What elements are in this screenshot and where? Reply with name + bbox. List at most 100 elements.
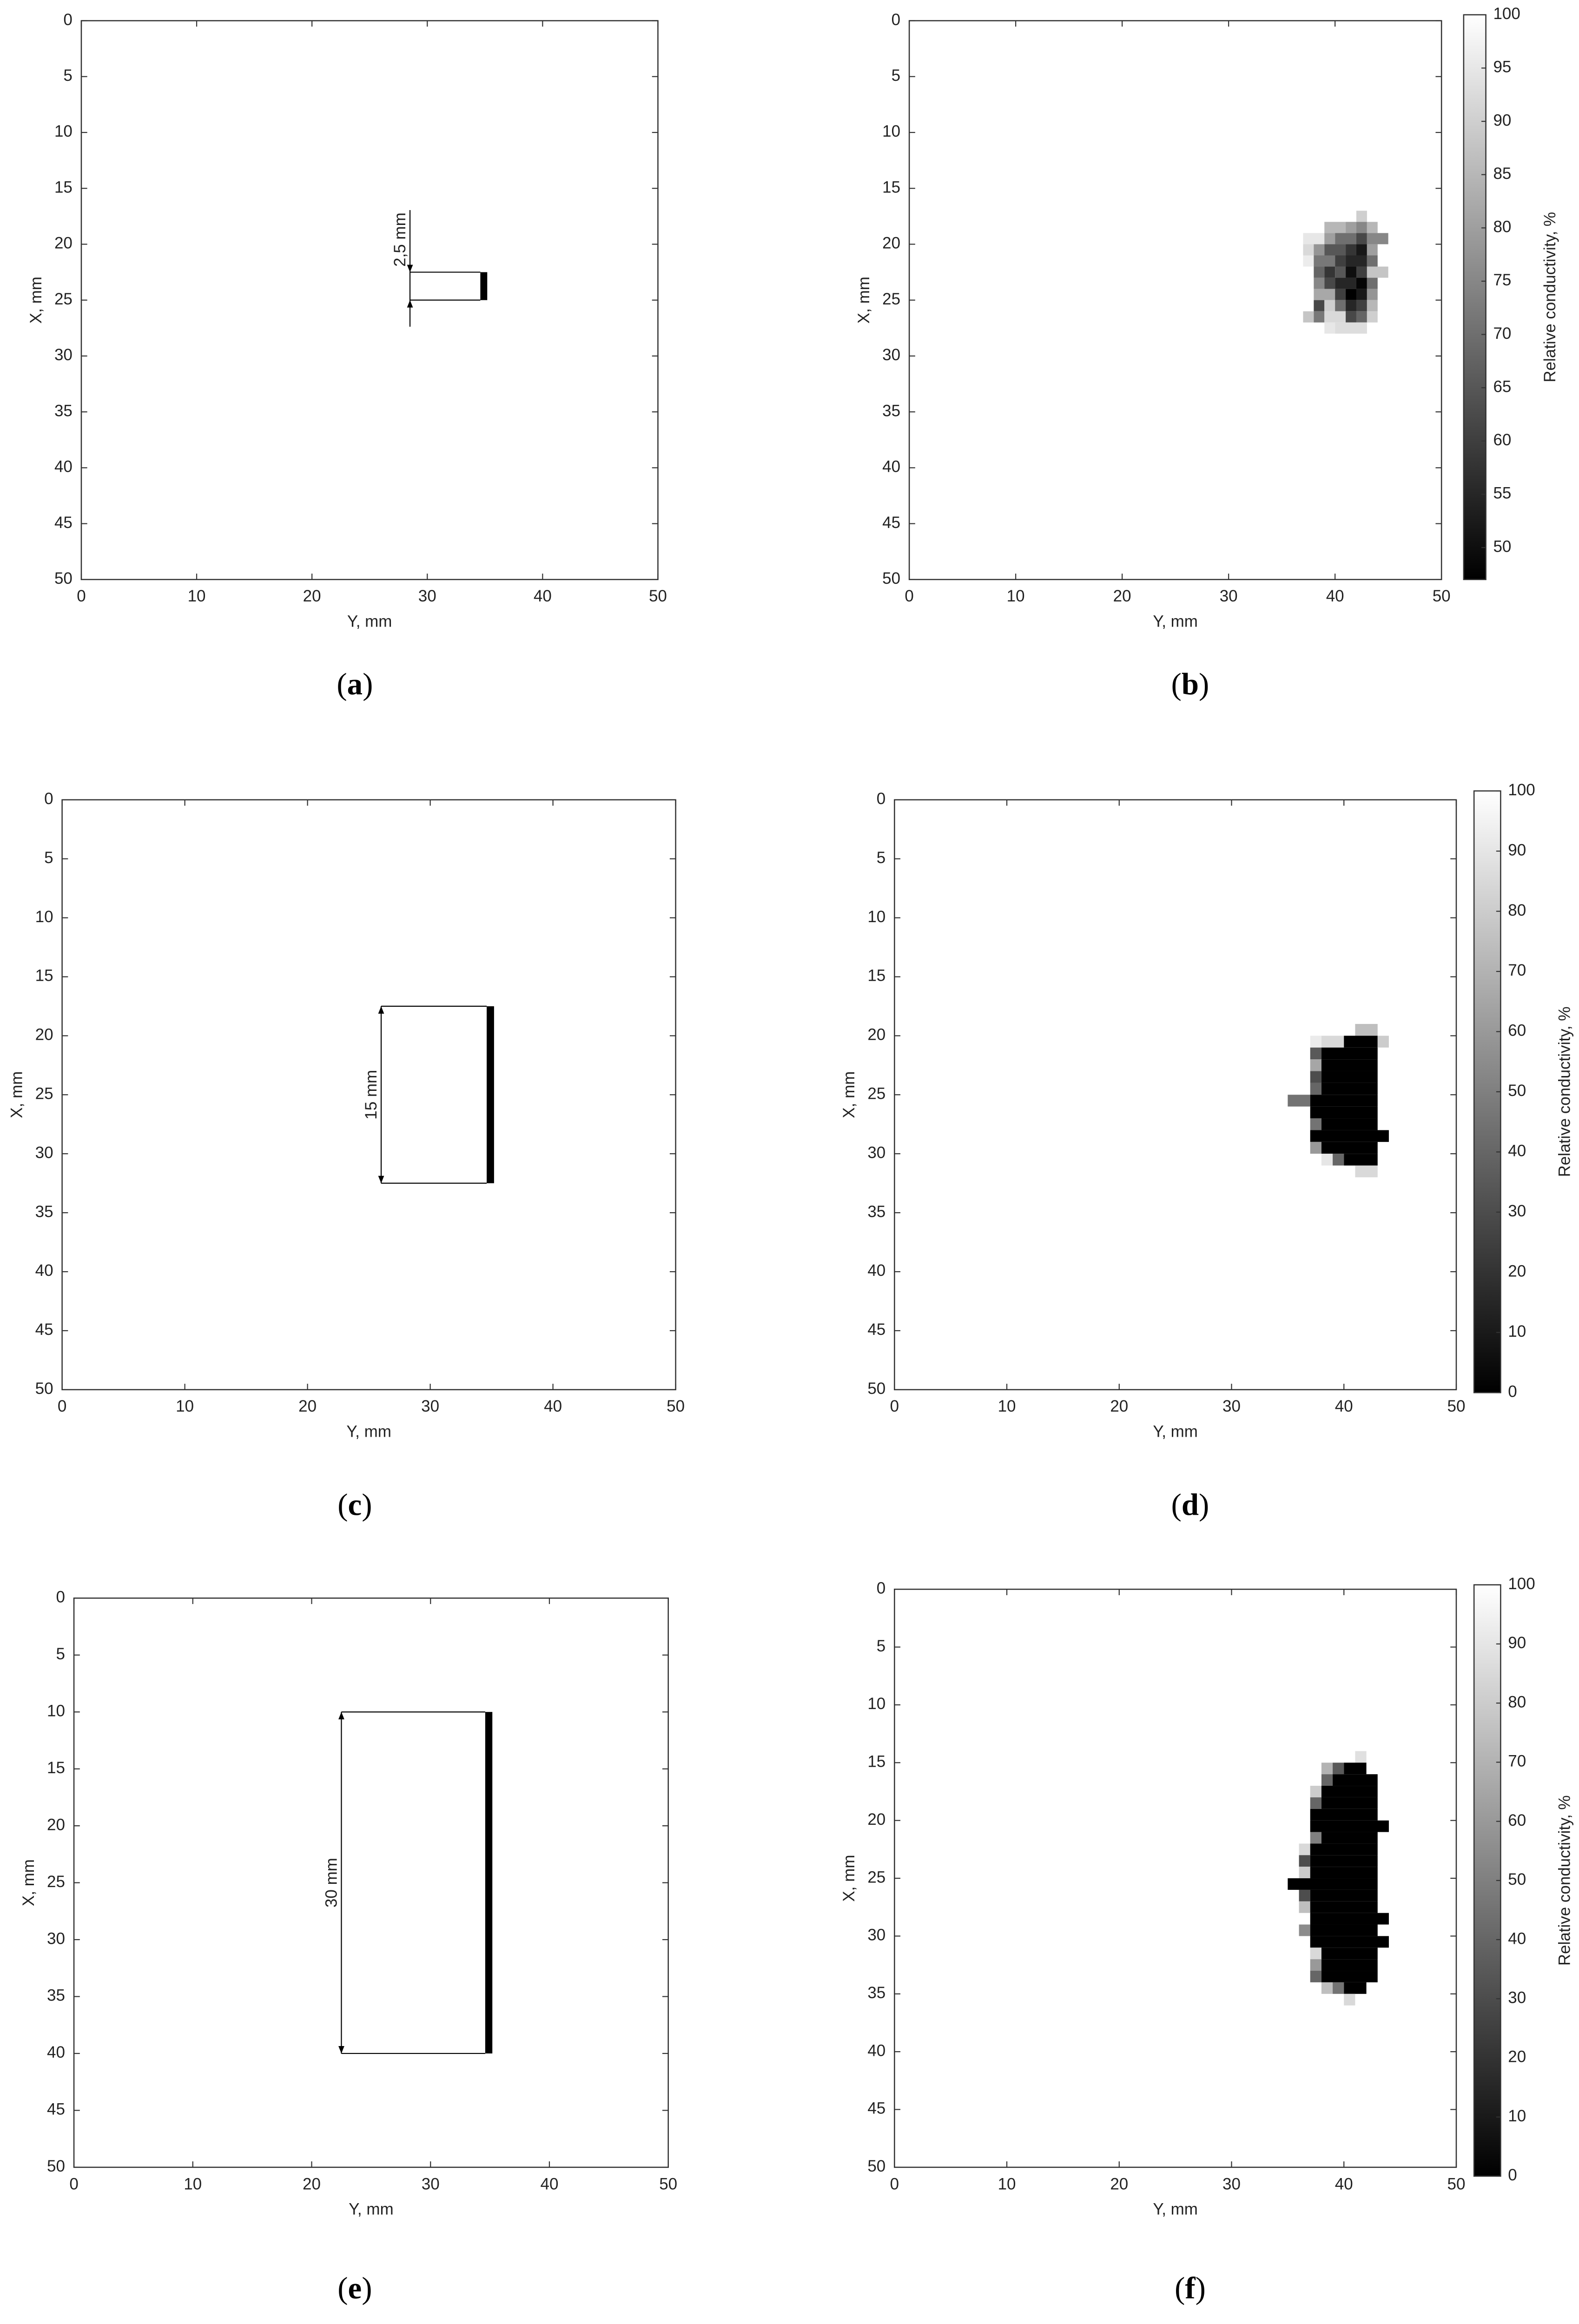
heat-cell <box>1321 1774 1333 1786</box>
colorbar-tick-label: 100 <box>1508 781 1535 799</box>
x-tick-label: 50 <box>1433 587 1451 605</box>
colorbar-tick-label: 30 <box>1508 1202 1526 1220</box>
heat-cell <box>1310 1809 1378 1821</box>
y-tick-label: 5 <box>63 66 72 85</box>
heat-cell <box>1299 1901 1310 1913</box>
crack <box>487 1006 494 1183</box>
heat-cell <box>1335 300 1346 311</box>
heat-cell <box>1321 1118 1378 1130</box>
y-tick-label: 25 <box>54 290 73 308</box>
x-tick-label: 50 <box>649 587 667 605</box>
x-tick-label: 40 <box>1335 2175 1353 2193</box>
heat-cell <box>1344 1154 1378 1166</box>
x-axis-label: Y, mm <box>349 2200 394 2218</box>
x-tick-label: 50 <box>667 1397 685 1415</box>
colorbar-tick-label: 30 <box>1508 1988 1526 2007</box>
y-axis-label: X, mm <box>7 1071 26 1118</box>
heat-cell <box>1288 1878 1378 1890</box>
heat-cell <box>1321 1036 1344 1048</box>
x-tick-label: 40 <box>1326 587 1344 605</box>
heat-cell <box>1324 311 1346 323</box>
dimension-arrow <box>378 1006 384 1014</box>
heat-cell <box>1356 289 1367 300</box>
heat-cell <box>1324 244 1346 256</box>
y-tick-label: 10 <box>47 1702 65 1720</box>
heat-cell <box>1314 277 1325 289</box>
colorbar-tick-label: 40 <box>1508 1142 1526 1160</box>
y-tick-label: 40 <box>54 458 73 476</box>
x-axis-label: Y, mm <box>1153 2200 1198 2218</box>
heat-cell <box>1288 1095 1310 1107</box>
heat-cell <box>1333 1774 1378 1786</box>
x-tick-label: 50 <box>1447 2175 1466 2193</box>
x-tick-label: 10 <box>176 1397 194 1415</box>
x-tick-label: 0 <box>77 587 86 605</box>
x-tick-label: 30 <box>421 1397 439 1415</box>
heat-cell <box>1335 266 1346 278</box>
heat-cell <box>1321 1083 1378 1095</box>
y-axis-label: X, mm <box>855 277 873 324</box>
x-tick-label: 0 <box>890 1397 899 1415</box>
heat-cell <box>1377 1036 1389 1048</box>
heat-cell <box>1310 1889 1378 1901</box>
heat-cell <box>1310 1820 1389 1832</box>
x-axis-label: Y, mm <box>1153 1422 1198 1440</box>
dimension-label: 15 mm <box>362 1070 380 1120</box>
heat-cell <box>1310 1071 1321 1083</box>
heat-cell <box>1310 1959 1321 1971</box>
x-tick-label: 10 <box>188 587 206 605</box>
heat-cell <box>1303 244 1314 256</box>
colorbar-tick-label: 60 <box>1508 1022 1526 1040</box>
heat-cell <box>1303 311 1314 323</box>
panel-caption: (d) <box>1171 1488 1209 1522</box>
y-tick-label: 10 <box>867 908 885 926</box>
y-tick-label: 25 <box>867 1085 885 1103</box>
y-tick-label: 30 <box>35 1143 53 1162</box>
y-tick-label: 25 <box>35 1085 53 1103</box>
heat-cell <box>1310 1106 1378 1119</box>
x-tick-label: 10 <box>998 1397 1016 1415</box>
heat-cell <box>1314 311 1325 323</box>
heat-cell <box>1346 266 1356 278</box>
y-tick-label: 5 <box>56 1645 65 1663</box>
y-tick-label: 10 <box>867 1695 885 1713</box>
colorbar-tick-label: 60 <box>1508 1811 1526 1829</box>
y-tick-label: 30 <box>54 346 73 364</box>
colorbar-tick-label: 50 <box>1508 1870 1526 1888</box>
colorbar-tick-label: 80 <box>1508 901 1526 919</box>
x-tick-label: 50 <box>1447 1397 1466 1415</box>
heat-cell <box>1324 277 1335 289</box>
heat-cell <box>1321 1763 1333 1775</box>
colorbar-tick-label: 90 <box>1508 841 1526 859</box>
x-tick-label: 10 <box>998 2175 1016 2193</box>
panel-caption: (b) <box>1171 667 1209 701</box>
heat-cell <box>1324 222 1346 233</box>
heat-cell <box>1321 1047 1378 1060</box>
y-tick-label: 20 <box>882 234 900 252</box>
y-tick-label: 10 <box>54 122 73 140</box>
y-axis-label: X, mm <box>20 1859 38 1906</box>
x-tick-label: 40 <box>544 1397 562 1415</box>
y-tick-label: 0 <box>877 1579 885 1597</box>
y-tick-label: 40 <box>47 2043 65 2061</box>
heat-cell <box>1310 1936 1389 1948</box>
y-tick-label: 50 <box>867 1380 885 1398</box>
heat-cell <box>1299 1924 1310 1936</box>
y-tick-label: 5 <box>877 849 885 867</box>
y-tick-label: 50 <box>867 2157 885 2175</box>
y-tick-label: 0 <box>892 11 900 29</box>
colorbar-tick-label: 100 <box>1508 1575 1535 1593</box>
heat-cell <box>1367 233 1388 244</box>
heat-cell <box>1310 1047 1321 1060</box>
heat-cell <box>1367 244 1378 256</box>
heat-cell <box>1356 277 1367 289</box>
heat-cell <box>1346 255 1367 267</box>
heat-cell <box>1310 1913 1389 1925</box>
x-tick-label: 30 <box>1222 1397 1241 1415</box>
heat-cell <box>1310 1901 1378 1913</box>
heat-cell <box>1346 222 1356 233</box>
colorbar-tick-label: 10 <box>1508 1322 1526 1340</box>
colorbar-tick-label: 40 <box>1508 1929 1526 1948</box>
heat-cell <box>1344 1763 1367 1775</box>
y-tick-label: 5 <box>44 849 53 867</box>
